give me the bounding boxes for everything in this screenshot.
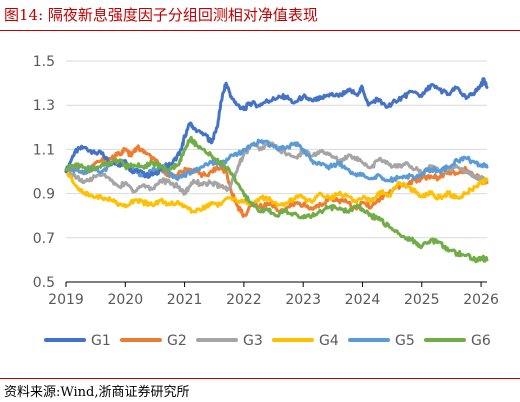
x-tick-label: 2021 [167,292,203,308]
x-tick-label: 2026 [463,292,499,308]
source-note: 资料来源:Wind,浙商证券研究所 [4,385,190,400]
line-chart: 0.50.70.91.11.31.5 2019 2020 2021 2022 2023 2… [33,54,499,349]
legend-label-g3: G3 [243,333,263,349]
y-tick-labels: 0.5 0.7 0.9 1.1 1.3 1.5 [33,54,55,291]
x-tick-labels: 2019 2020 2021 2022 2023 2024 2025 2026 [48,292,499,308]
legend-label-g1: G1 [91,333,111,349]
y-tick-label: 0.5 [33,275,55,291]
y-tick-label: 0.9 [33,187,55,203]
x-tick-label: 2025 [404,292,440,308]
series-line-g6 [64,135,489,264]
x-tick-label: 2024 [345,292,381,308]
legend: G1 G2 G3 G4 G5 G6 [44,333,491,349]
y-tick-label: 1.5 [33,54,55,70]
x-tick-label: 2020 [107,292,143,308]
series-line-g4 [64,170,489,214]
axes [65,281,487,287]
y-tick-label: 1.3 [33,98,55,114]
x-tick-label: 2019 [48,292,84,308]
legend-label-g5: G5 [395,333,415,349]
series-line-g1 [64,77,489,179]
y-tick-label: 0.7 [33,231,55,247]
figure-title: 图14: 隔夜新息强度因子分组回测相对净值表现 [4,6,318,24]
series-line-g2 [64,144,489,218]
y-tick-label: 1.1 [33,142,55,158]
series-line-g5 [64,138,489,184]
legend-label-g4: G4 [319,333,339,349]
title-rule [0,30,520,31]
series-lines [64,77,489,264]
x-tick-label: 2022 [226,292,262,308]
legend-label-g6: G6 [471,333,491,349]
legend-label-g2: G2 [167,333,187,349]
source-rule [0,378,520,379]
x-tick-label: 2023 [285,292,321,308]
